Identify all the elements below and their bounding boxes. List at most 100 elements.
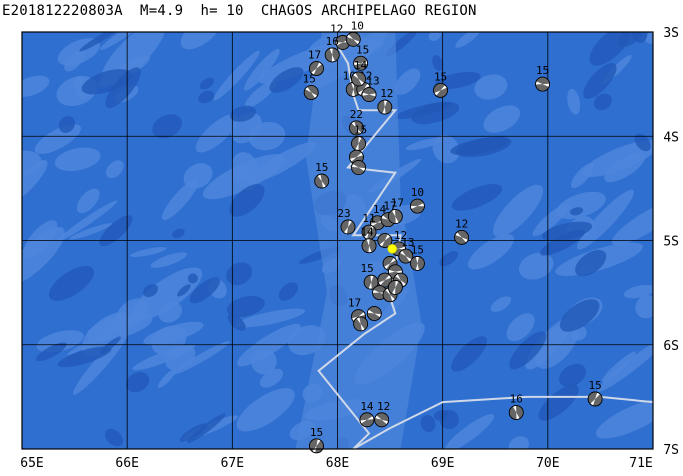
beachball-compression bbox=[388, 264, 403, 272]
beachball-compression bbox=[398, 252, 410, 264]
bathymetry-shoal bbox=[490, 296, 512, 312]
beachball-outline bbox=[309, 61, 324, 76]
focal-mechanism: 15 bbox=[314, 161, 330, 189]
axis-tick-labels: 65E 66E 67E 68E 69E 70E 71E 3S 4S 5S 6S 7S bbox=[20, 26, 679, 471]
beachball-compression bbox=[355, 71, 366, 84]
beachball-outline bbox=[351, 160, 366, 175]
beachball-compression bbox=[509, 406, 517, 420]
beachball-compression bbox=[358, 137, 366, 151]
bathymetry-trough bbox=[278, 282, 298, 301]
bathymetry-trough bbox=[105, 67, 141, 108]
beachball-compression bbox=[394, 209, 403, 223]
bathymetry-shoal bbox=[143, 321, 204, 345]
bathymetry-shoal bbox=[467, 234, 514, 270]
event-depth-label: 23 bbox=[337, 207, 350, 220]
bathymetry-trough bbox=[589, 32, 631, 66]
beachball-outline bbox=[359, 412, 375, 428]
longitude-tick-label: 67E bbox=[221, 456, 244, 471]
bathymetry-trough bbox=[57, 346, 112, 368]
event-depth-label: 17 bbox=[308, 48, 321, 61]
bathymetry-trough bbox=[99, 215, 133, 247]
beachball-outline bbox=[349, 120, 364, 136]
bathymetry-trough bbox=[634, 133, 651, 152]
focal-mechanism: 11 bbox=[361, 212, 377, 240]
bathymetry-trough bbox=[559, 363, 586, 387]
bathymetry-shoal bbox=[173, 341, 230, 375]
event-depth-label: 17 bbox=[348, 297, 361, 310]
bathymetry-shoal bbox=[132, 344, 196, 371]
focal-mechanism: 17 bbox=[308, 48, 324, 76]
beachball-outline bbox=[353, 316, 369, 332]
beachball-compression bbox=[362, 225, 372, 238]
event-depth-label: 11 bbox=[362, 212, 375, 225]
bathymetry-trough bbox=[575, 249, 607, 277]
event-depth-label: 14 bbox=[360, 226, 374, 239]
bathymetry-trough bbox=[593, 93, 613, 111]
latitude-tick-label: 3S bbox=[663, 26, 679, 41]
bathymetry-trough bbox=[35, 342, 67, 362]
event-depth-label: 12 bbox=[394, 229, 407, 242]
focal-mechanism: 13 bbox=[361, 75, 380, 102]
bathymetry-trough bbox=[125, 372, 150, 393]
plate-boundary bbox=[317, 41, 653, 449]
focal-mechanism bbox=[351, 160, 366, 175]
event-depth-label: 13 bbox=[401, 236, 414, 249]
focal-mechanism: 23 bbox=[337, 207, 356, 235]
bathymetry-shoal bbox=[213, 50, 260, 101]
longitude-tick-label: 65E bbox=[20, 456, 43, 471]
beachball-compression bbox=[377, 100, 385, 114]
beachball-compression bbox=[362, 239, 370, 253]
focal-mechanism: 22 bbox=[349, 108, 364, 136]
bathymetry-shoal bbox=[57, 200, 118, 242]
beachball-compression bbox=[304, 89, 316, 100]
beachball-outline bbox=[387, 209, 403, 224]
beachball-compression bbox=[354, 120, 364, 133]
beachball-outline bbox=[454, 229, 469, 245]
focal-mechanism: 14 bbox=[360, 226, 377, 254]
beachball-compression bbox=[336, 42, 350, 50]
bathymetry-shoal bbox=[597, 338, 653, 393]
event-depth-label: 15 bbox=[434, 70, 447, 83]
beachball-compression bbox=[377, 273, 390, 283]
focal-mechanism: 10 bbox=[345, 19, 364, 47]
bathymetry-shoal bbox=[394, 68, 421, 95]
bathymetry-shoal bbox=[162, 179, 199, 221]
beachball-compression bbox=[349, 150, 362, 159]
beachball-compression bbox=[307, 85, 319, 96]
event-depth-label: 12 bbox=[330, 22, 343, 35]
beachball-compression bbox=[370, 215, 384, 224]
bathymetry-shoal bbox=[595, 398, 653, 439]
focal-mechanism: 15 bbox=[535, 64, 550, 92]
focal-mechanism: 13 bbox=[398, 236, 414, 264]
bathymetry-trough bbox=[439, 409, 459, 430]
beachball-compression bbox=[536, 77, 550, 85]
beachball-compression bbox=[376, 412, 389, 422]
bathymetry-shoal bbox=[22, 159, 48, 205]
event-depth-label: 14 bbox=[354, 59, 368, 72]
event-depth-label: 13 bbox=[366, 75, 379, 88]
beachball-compression bbox=[433, 83, 446, 94]
bathymetry-shoal bbox=[74, 76, 89, 100]
beachball-outline bbox=[309, 438, 324, 454]
beachball-compression bbox=[371, 275, 379, 290]
bathymetry-trough bbox=[420, 415, 436, 433]
bathymetry-shoal bbox=[36, 330, 84, 353]
focal-mechanism: 15 bbox=[433, 70, 448, 98]
bathymetry-trough bbox=[48, 266, 95, 301]
beachball-compression bbox=[588, 391, 598, 404]
longitude-tick-label: 68E bbox=[326, 456, 349, 471]
beachball-compression bbox=[410, 256, 418, 271]
event-depth-label: 15 bbox=[303, 72, 316, 85]
bathymetry-trough bbox=[81, 69, 132, 95]
bathymetry-trough bbox=[618, 32, 645, 47]
event-depth-label: 16 bbox=[510, 393, 523, 406]
beachball-outline bbox=[433, 82, 448, 98]
beachball-compression bbox=[535, 84, 549, 92]
beachball-compression bbox=[351, 74, 362, 86]
bathymetry-shoal bbox=[567, 88, 581, 115]
event-depth-label: 10 bbox=[351, 19, 364, 32]
beachball-compression bbox=[367, 227, 377, 240]
beachball-outline bbox=[351, 71, 366, 87]
event-depth-label: 12 bbox=[380, 87, 393, 100]
bathymetry-shoal bbox=[601, 351, 636, 382]
